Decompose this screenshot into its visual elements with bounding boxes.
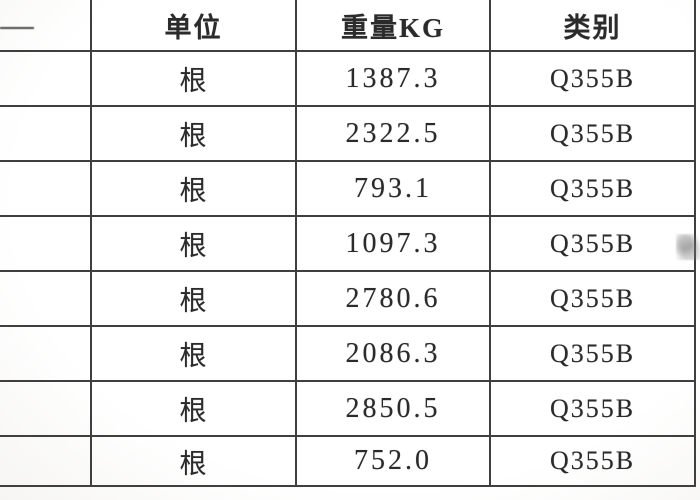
- unit-cell: 根: [92, 107, 297, 162]
- unit-cell: 根: [92, 217, 297, 272]
- category-cell: Q355B: [491, 217, 696, 272]
- empty-cell: [0, 107, 92, 162]
- category-cell: Q355B: [491, 162, 696, 217]
- weight-cell: 2850.5: [297, 382, 491, 437]
- weight-cell: 1387.3: [297, 52, 491, 107]
- table-row: 根 2086.3 Q355B: [0, 327, 696, 382]
- weight-cell: 2780.6: [297, 272, 491, 327]
- table-row: 根 2780.6 Q355B: [0, 272, 696, 327]
- empty-cell: [0, 382, 92, 437]
- table-row: 根 2322.5 Q355B: [0, 107, 696, 162]
- category-cell: Q355B: [491, 52, 696, 107]
- empty-header-cell: [0, 0, 92, 52]
- category-column-header: 类别: [491, 0, 696, 52]
- category-cell: Q355B: [491, 272, 696, 327]
- unit-cell: 根: [92, 272, 297, 327]
- unit-cell: 根: [92, 327, 297, 382]
- category-cell: Q355B: [491, 327, 696, 382]
- table-row: 根 1097.3 Q355B: [0, 217, 696, 272]
- watermark-smudge-artifact: [676, 234, 700, 260]
- unit-cell: 根: [92, 162, 297, 217]
- weight-cell: 2086.3: [297, 327, 491, 382]
- weight-cell: 2322.5: [297, 107, 491, 162]
- weight-cell: 752.0: [297, 437, 491, 487]
- weight-column-header: 重量KG: [297, 0, 491, 52]
- table-row: 根 2850.5 Q355B: [0, 382, 696, 437]
- empty-cell: [0, 217, 92, 272]
- weight-cell: 793.1: [297, 162, 491, 217]
- unit-column-header: 单位: [92, 0, 297, 52]
- table-row: 根 793.1 Q355B: [0, 162, 696, 217]
- partial-gridline-artifact: [0, 27, 34, 29]
- unit-cell: 根: [92, 382, 297, 437]
- table-row: 根 752.0 Q355B: [0, 437, 696, 487]
- empty-cell: [0, 437, 92, 487]
- category-cell: Q355B: [491, 107, 696, 162]
- unit-cell: 根: [92, 52, 297, 107]
- empty-cell: [0, 162, 92, 217]
- category-cell: Q355B: [491, 382, 696, 437]
- empty-cell: [0, 327, 92, 382]
- empty-cell: [0, 52, 92, 107]
- category-cell: Q355B: [491, 437, 696, 487]
- header-row: 单位 重量KG 类别: [0, 0, 696, 52]
- unit-cell: 根: [92, 437, 297, 487]
- table-row: 根 1387.3 Q355B: [0, 52, 696, 107]
- weight-table: 单位 重量KG 类别 根 1387.3 Q355B 根 2322.5 Q355B…: [0, 0, 696, 487]
- weight-cell: 1097.3: [297, 217, 491, 272]
- empty-cell: [0, 272, 92, 327]
